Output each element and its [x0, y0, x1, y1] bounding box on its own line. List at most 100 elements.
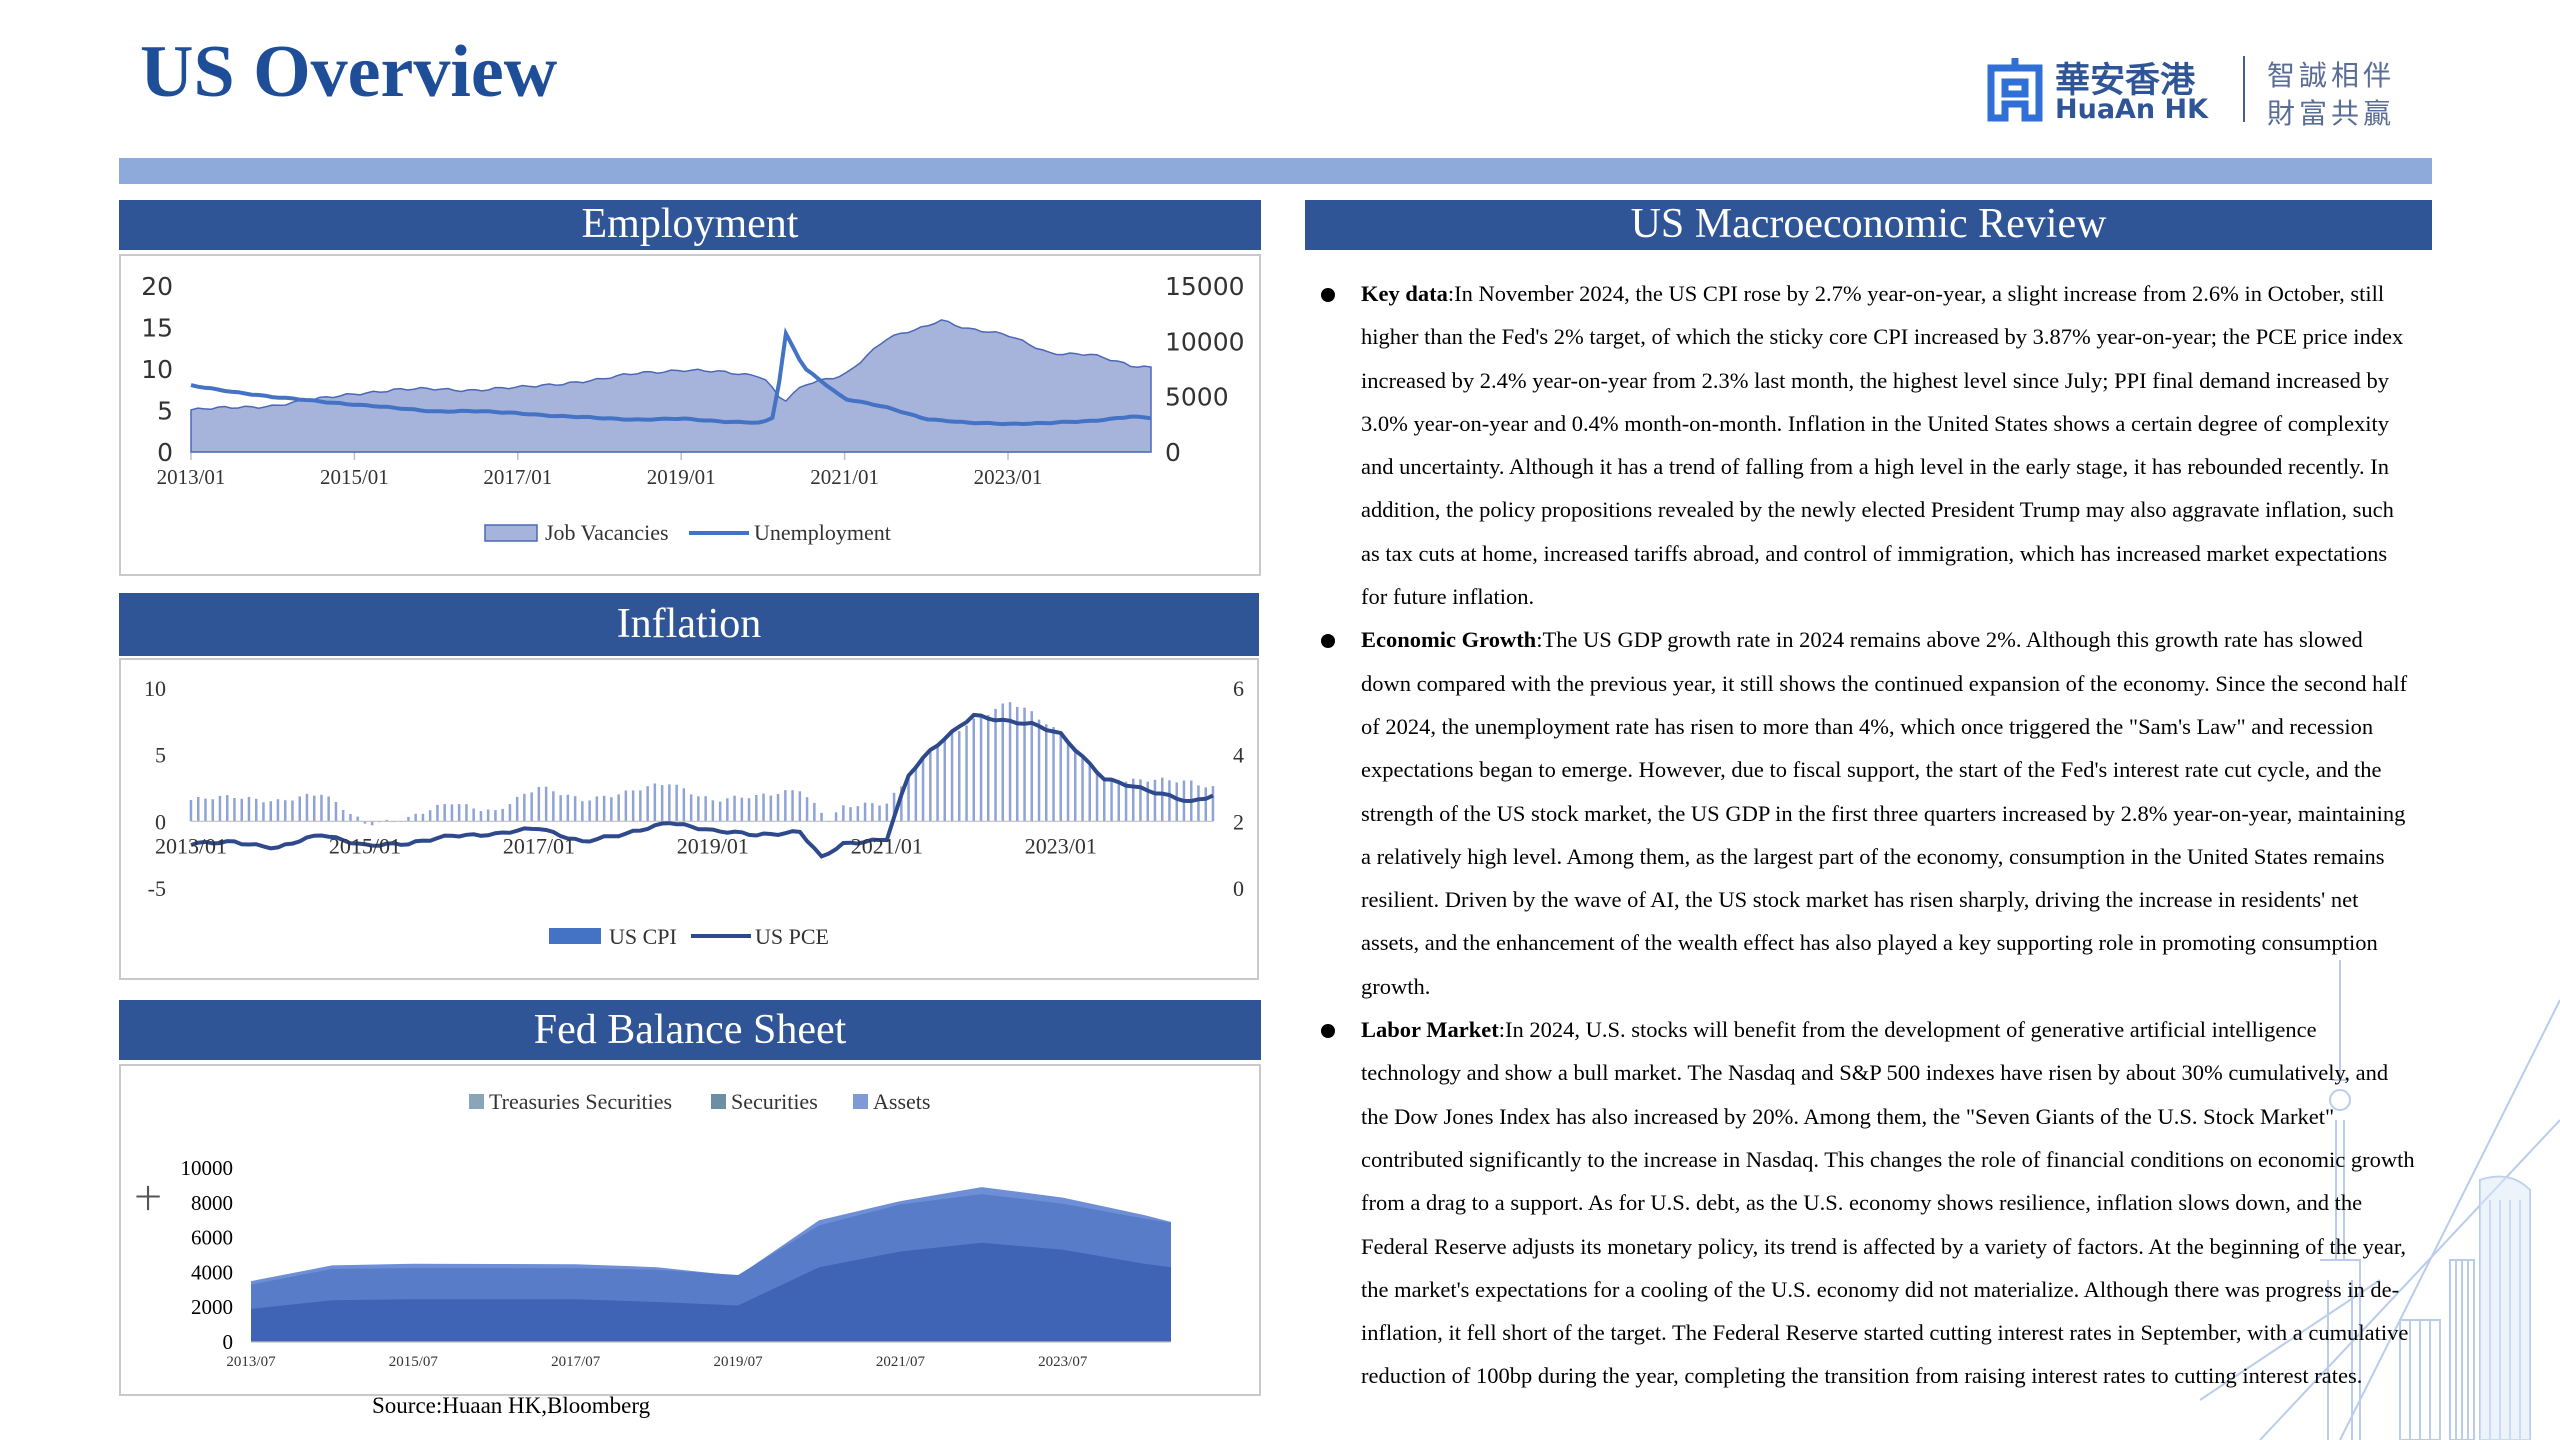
cpi-bar [421, 813, 425, 822]
review-list: Key data:In November 2024, the US CPI ro… [1315, 272, 2415, 1398]
cpi-bar [479, 811, 483, 822]
cpi-bar [610, 797, 613, 822]
cpi-bar [660, 785, 664, 822]
cpi-bar [878, 805, 881, 822]
logo-slogan-line2: 財富共贏 [2267, 97, 2396, 130]
legend-label-1: Securities [731, 1089, 818, 1114]
cpi-bar [298, 796, 301, 822]
cpi-bar [929, 750, 932, 822]
review-text: :The US GDP growth rate in 2024 remains … [1361, 627, 2408, 999]
review-text: :In 2024, U.S. stocks will benefit from … [1361, 1017, 2415, 1389]
cpi-bar [1204, 787, 1207, 822]
inflation-chart: -5 0 5 10 0 2 4 6 2013/01 2015/01 2017/01 2019/01 20… [144, 676, 1244, 949]
cpi-bar [305, 793, 309, 822]
cpi-bar [1095, 773, 1099, 822]
y-left-tick-label: 0 [155, 809, 166, 834]
y-tick-label: 0 [223, 1330, 234, 1354]
pce-line [190, 712, 1214, 859]
legend-label-pce: US PCE [755, 924, 829, 949]
cpi-bar [921, 757, 925, 822]
cpi-bar [1023, 707, 1026, 822]
cpi-bar [573, 796, 577, 822]
cpi-bar [341, 810, 345, 822]
cpi-bar [689, 794, 693, 822]
cpi-bar [262, 802, 265, 822]
y-tick-label: 10000 [181, 1156, 234, 1180]
x-tick-label: 2013/01 [157, 465, 226, 489]
x-tick-label: 2013/07 [226, 1354, 276, 1370]
bullet-icon [1321, 634, 1335, 649]
cpi-bar [320, 794, 323, 822]
legend-swatch-1 [711, 1094, 726, 1109]
x-tick-label: 2019/01 [647, 465, 716, 489]
y-left-tick-label: 15 [141, 314, 173, 343]
cpi-bar [668, 784, 671, 822]
x-tick-label: 2019/01 [677, 833, 749, 858]
cpi-bar [950, 733, 954, 822]
cpi-bar [559, 795, 562, 822]
legend-swatch-2 [853, 1094, 868, 1109]
cpi-bar [1161, 777, 1164, 822]
employment-chart-box: 0 5 10 15 20 0 5000 10000 15000 2013/01 2015/01 201… [119, 254, 1261, 576]
y-tick-label: 6000 [191, 1226, 233, 1250]
review-item-economic-growth: Economic Growth:The US GDP growth rate i… [1315, 618, 2415, 1008]
x-tick-label: 2023/01 [974, 465, 1043, 489]
x-tick-label: 2021/07 [876, 1354, 926, 1370]
cpi-bar [1197, 785, 1200, 822]
cpi-bar [407, 816, 410, 822]
cpi-bar [385, 819, 388, 822]
x-tick-label: 2021/01 [851, 833, 923, 858]
y-left-tick-label: 5 [157, 397, 173, 426]
cpi-bar [820, 812, 823, 822]
logo-name-cn: 華安香港 [2055, 61, 2196, 101]
cpi-bar [994, 708, 997, 822]
fed-chart: Treasuries Securities Securities Assets020… [135, 1089, 1171, 1370]
cpi-bar [856, 806, 860, 822]
cpi-bar [1081, 754, 1084, 822]
employment-chart: 0 5 10 15 20 0 5000 10000 15000 2013/01 2015/01 201… [141, 272, 1244, 545]
cpi-bar [334, 802, 338, 822]
cpi-bar [639, 790, 642, 822]
x-tick-label: 2015/07 [389, 1354, 439, 1370]
cpi-bar [1074, 749, 1077, 822]
bullet-icon [1321, 1024, 1335, 1039]
legend-label-0: Treasuries Securities [489, 1089, 672, 1114]
logo-divider [2243, 56, 2245, 122]
cpi-bar [1001, 703, 1004, 822]
cpi-bar [523, 793, 526, 822]
cpi-bar [791, 790, 794, 822]
y-left-tick-label: 10 [144, 676, 166, 701]
y-left-tick-label: 5 [155, 743, 166, 768]
cpi-bar [595, 796, 599, 822]
cpi-bar [697, 796, 700, 822]
cpi-bar [457, 804, 461, 822]
inflation-chart-box: -5 0 5 10 0 2 4 6 2013/01 2015/01 2017/01 2019/01 20… [119, 658, 1259, 980]
legend-swatch-0 [469, 1094, 484, 1109]
job-vacancies-area [190, 319, 1152, 453]
x-tick-label: 2023/07 [1038, 1354, 1088, 1370]
cpi-bar [704, 796, 707, 822]
cpi-bar [450, 804, 454, 822]
cpi-bar [1103, 778, 1106, 822]
y-right-tick-label: 5000 [1165, 383, 1229, 412]
cpi-bar [269, 801, 272, 822]
cpi-bar [972, 718, 975, 822]
cpi-bar [1168, 780, 1171, 822]
cpi-bar [428, 810, 432, 822]
company-logo: 華安香港 HuaAn HK 智誠相伴 財富共贏 [1985, 50, 2405, 130]
cpi-bar [1059, 734, 1062, 822]
x-tick-label: 2023/01 [1025, 833, 1097, 858]
cpi-bar [914, 767, 918, 822]
cpi-bar [581, 801, 584, 822]
cpi-bar [530, 792, 533, 822]
legend-label-job-vacancies: Job Vacancies [545, 520, 669, 545]
cpi-bar [1132, 778, 1135, 822]
cpi-bar [472, 808, 475, 822]
cpi-bar [740, 797, 744, 822]
cpi-bar [226, 795, 229, 822]
review-label: Economic Growth [1361, 627, 1537, 653]
y-unit-label: 十 [135, 1185, 161, 1214]
cpi-bar [834, 812, 838, 822]
review-item-key-data: Key data:In November 2024, the US CPI ro… [1315, 272, 2415, 618]
x-tick-label: 2017/07 [551, 1354, 601, 1370]
